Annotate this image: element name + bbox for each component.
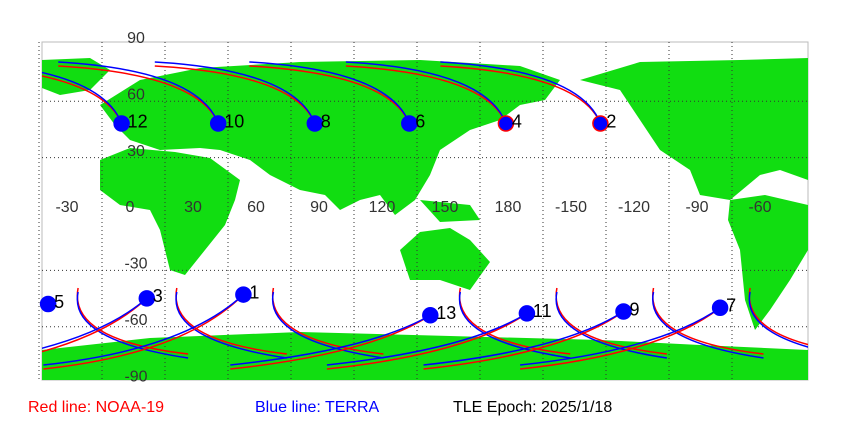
lon-label: 180 [495, 199, 522, 216]
tracks [42, 61, 808, 370]
lat-label: 30 [127, 143, 145, 160]
point-label: 8 [321, 111, 331, 131]
satellite-point [422, 307, 439, 324]
satellite-point [615, 303, 632, 320]
track [520, 291, 808, 366]
point-label: 12 [128, 111, 148, 131]
satellite-point [592, 115, 609, 132]
lat-label: -30 [124, 256, 147, 273]
track [440, 61, 602, 124]
point-label: 3 [153, 286, 163, 306]
satellite-point [113, 115, 130, 132]
lon-label: 30 [184, 199, 202, 216]
lon-label: -120 [618, 199, 650, 216]
point-label: 6 [415, 111, 425, 131]
point-label: 2 [606, 111, 616, 131]
lon-label: -90 [685, 199, 708, 216]
point-label: 1 [249, 282, 259, 302]
point-label: 10 [224, 111, 244, 131]
lon-label: 120 [369, 199, 396, 216]
lat-label: 60 [127, 86, 145, 103]
track [42, 291, 189, 359]
legend-text: TLE Epoch: 2025/1/18 [453, 399, 612, 416]
lon-label: -60 [748, 199, 771, 216]
point-label: 7 [726, 296, 736, 316]
legend-text: Red line: NOAA-19 [28, 399, 164, 416]
lon-label: 150 [432, 199, 459, 216]
lat-label: 90 [127, 30, 145, 47]
point-label: 9 [630, 299, 640, 319]
point-label: 13 [436, 303, 456, 323]
points: 12 10 8 6 4 2 5 3 1 13 11 9 7 [39, 111, 736, 324]
satellite-point [138, 290, 156, 307]
satellite-point [39, 295, 57, 313]
point-label: 5 [54, 292, 64, 312]
track [42, 71, 123, 124]
track [58, 61, 219, 124]
track [249, 61, 411, 124]
satellite-point [497, 115, 515, 132]
track [42, 291, 287, 359]
satellite-point [518, 305, 536, 322]
satellite-point [235, 286, 252, 303]
lon-label: 60 [247, 199, 265, 216]
lon-label: -150 [555, 199, 587, 216]
point-label: 11 [533, 301, 552, 321]
satellite-point [306, 115, 324, 132]
legend-text: Blue line: TERRA [255, 399, 380, 416]
satellite-point [401, 115, 418, 132]
lon-label: 0 [126, 199, 135, 216]
track [154, 61, 316, 124]
satellite-point [209, 115, 227, 132]
satellite-point [711, 299, 729, 317]
track [230, 291, 571, 366]
point-label: 4 [512, 111, 522, 131]
lon-label: 90 [310, 199, 328, 216]
grid: -30 0 30 60 90 120 150 180 -150 -120 -90 -60 90 60 30 -… [38, 30, 808, 385]
lat-label: -60 [124, 312, 147, 329]
lon-label: -30 [55, 199, 78, 216]
lat-label: -90 [124, 368, 147, 385]
track [345, 61, 507, 124]
track [43, 291, 384, 366]
